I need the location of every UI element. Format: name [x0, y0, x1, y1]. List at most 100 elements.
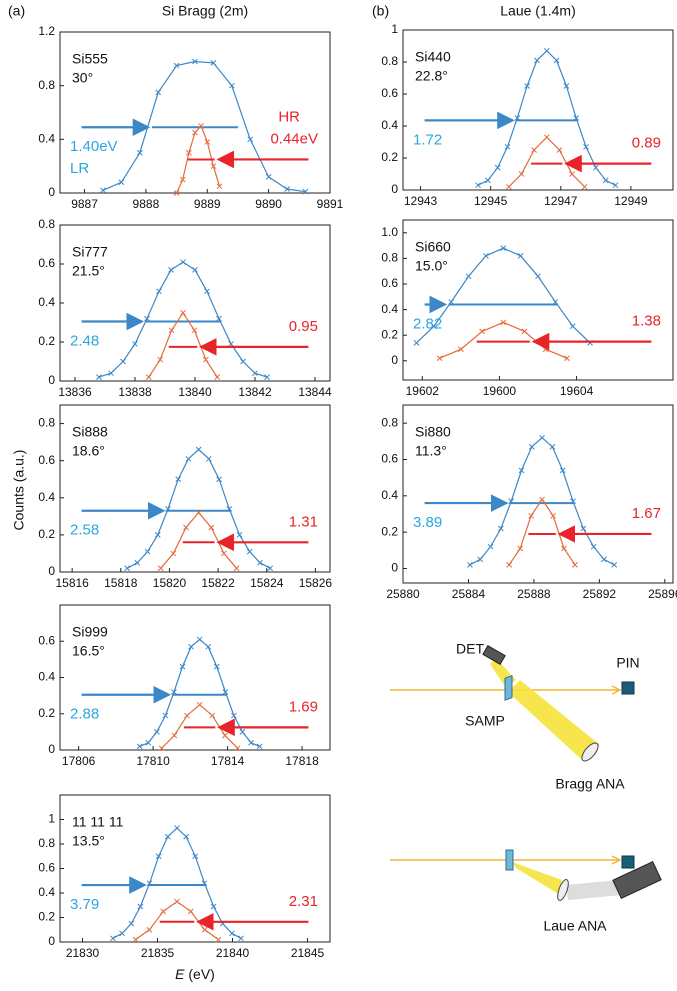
series-line	[509, 137, 585, 187]
fwhm-label: 0.89	[632, 135, 661, 152]
x-tick-label: 12949	[614, 194, 648, 208]
x-tick-label: 13844	[298, 385, 332, 399]
fwhm-label: 0.44eV	[270, 130, 318, 147]
x-tick-label: 21845	[291, 946, 325, 960]
y-tick-label: 0	[391, 561, 398, 575]
data-point	[161, 909, 166, 914]
data-point	[581, 526, 586, 531]
x-axis-label: E (eV)	[175, 966, 215, 982]
data-point	[564, 356, 569, 361]
data-point	[257, 560, 262, 565]
chart-panel: 00.20.40.60.8112943129451294712949Si4402…	[381, 22, 673, 208]
data-point	[485, 178, 490, 183]
fwhm-label: 0.95	[289, 318, 318, 335]
panel-angle: 13.5°	[72, 833, 105, 849]
data-point	[240, 729, 245, 734]
series-name: HR	[278, 108, 300, 125]
laue-diagram: Laue ANA	[390, 850, 661, 934]
data-point	[544, 135, 549, 140]
data-point	[197, 702, 202, 707]
data-point	[100, 188, 105, 193]
x-tick-label: 25896	[648, 587, 677, 601]
y-tick-label: 0	[391, 182, 398, 196]
data-point	[145, 549, 150, 554]
data-point	[205, 289, 210, 294]
panel-angle: 15.0°	[415, 258, 448, 274]
x-tick-label: 15820	[153, 576, 187, 590]
y-tick-label: 0	[48, 934, 55, 948]
data-point	[133, 341, 138, 346]
data-point	[231, 713, 236, 718]
x-tick-label: 17818	[285, 754, 319, 768]
panel-angle: 21.5°	[72, 263, 105, 279]
fwhm-label: 3.79	[70, 896, 99, 913]
y-tick-label: 0	[48, 185, 55, 199]
x-tick-label: 17810	[136, 754, 170, 768]
data-point	[135, 560, 140, 565]
data-point	[536, 274, 541, 279]
data-point	[206, 456, 211, 461]
series-line	[478, 51, 616, 185]
fwhm-label: 1.69	[289, 698, 318, 715]
data-point	[229, 341, 234, 346]
y-axis-label: Counts (a.u.)	[11, 450, 27, 531]
y-tick-label: 0.4	[38, 885, 55, 899]
x-tick-label: 21835	[141, 946, 175, 960]
analyzer-label: Bragg ANA	[555, 776, 625, 792]
data-point	[203, 357, 208, 362]
x-tick-label: 9888	[133, 197, 160, 211]
data-point	[146, 375, 151, 380]
data-point	[478, 557, 483, 562]
data-point	[192, 328, 197, 333]
y-tick-label: 0.4	[38, 490, 55, 504]
x-tick-label: 25888	[517, 587, 551, 601]
data-point	[138, 904, 143, 909]
panel-angle: 18.6°	[72, 443, 105, 459]
x-tick-label: 13842	[238, 385, 272, 399]
y-tick-label: 0.6	[381, 452, 398, 466]
chart-panel: 00.20.40.60.81.0196021960019604Si66015.0…	[381, 220, 673, 398]
y-tick-label: 0.4	[38, 670, 55, 684]
data-point	[266, 174, 271, 179]
y-tick-label: 0.4	[381, 118, 398, 132]
panel-label: (b)	[372, 3, 389, 19]
fwhm-label: 1.31	[289, 513, 318, 530]
panel-name: Si999	[72, 624, 108, 640]
data-point	[181, 310, 186, 315]
data-point	[237, 532, 242, 537]
data-point	[184, 525, 189, 530]
data-point	[119, 180, 124, 185]
panel-name: 11 11 11	[72, 814, 124, 830]
pin-label: PIN	[616, 655, 639, 671]
panel-angle: 22.8°	[415, 68, 448, 84]
data-point	[570, 324, 575, 329]
data-point	[215, 375, 220, 380]
x-tick-label: 13840	[178, 385, 212, 399]
data-point	[129, 921, 134, 926]
x-tick-label: 25892	[583, 587, 617, 601]
data-point	[501, 320, 506, 325]
data-point	[480, 329, 485, 334]
fwhm-label: 1.38	[632, 313, 661, 330]
panel-angle: 30°	[72, 70, 93, 86]
data-point	[147, 927, 152, 932]
panel-label: (a)	[8, 3, 25, 19]
data-point	[229, 931, 234, 936]
data-point	[171, 551, 176, 556]
data-point	[234, 566, 239, 571]
data-point	[158, 357, 163, 362]
y-tick-label: 0	[48, 742, 55, 756]
data-point	[467, 562, 472, 567]
x-tick-label: 12943	[404, 194, 438, 208]
data-point	[257, 744, 262, 749]
data-point	[554, 58, 559, 63]
y-tick-label: 0	[48, 564, 55, 578]
y-tick-label: 0.4	[381, 488, 398, 502]
y-tick-label: 0	[391, 353, 398, 367]
x-tick-label: 12947	[544, 194, 578, 208]
x-tick-label: 9887	[71, 197, 98, 211]
data-point	[202, 927, 207, 932]
x-tick-label: 19602	[406, 384, 440, 398]
data-point	[532, 148, 537, 153]
data-point	[133, 937, 138, 942]
